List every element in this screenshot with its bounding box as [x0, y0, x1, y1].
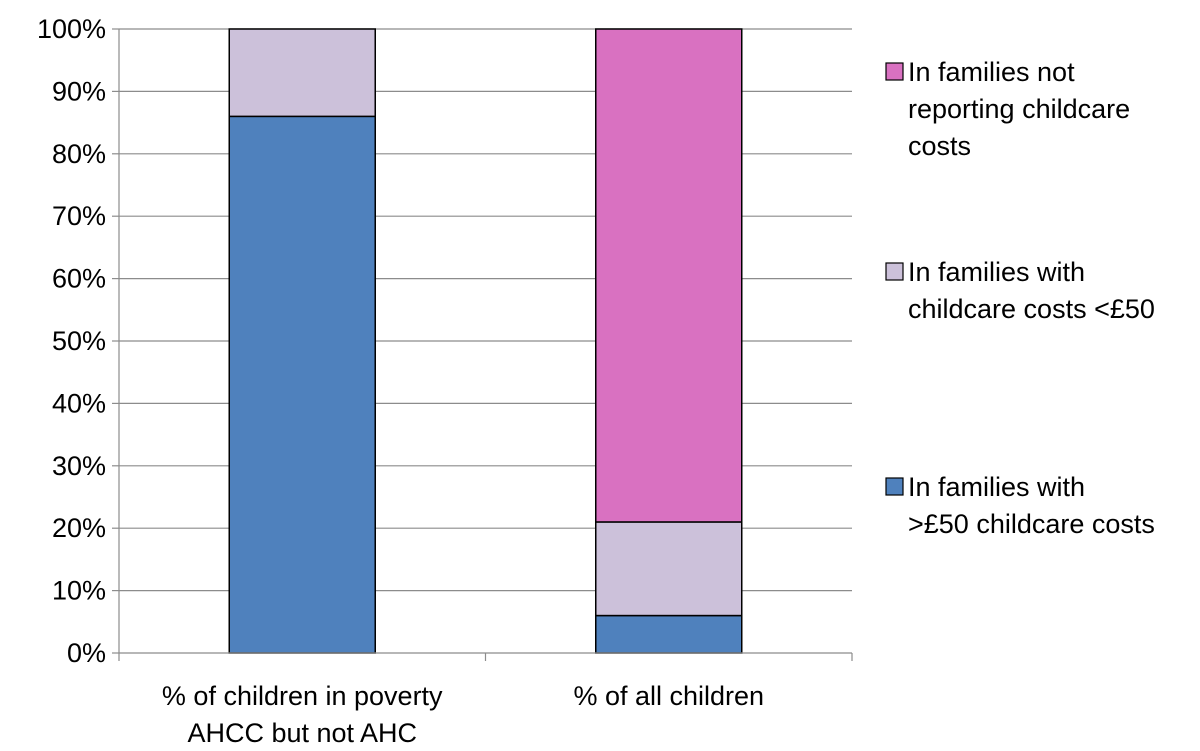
y-tick-label: 100% — [37, 14, 106, 44]
legend-item: In families not reporting childcare costs — [885, 57, 1130, 161]
legend-label: >£50 childcare costs — [908, 509, 1155, 539]
legend-item: In families with >£50 childcare costs — [885, 472, 1155, 539]
legend-label: childcare costs <£50 — [908, 294, 1155, 324]
legend-swatch — [885, 62, 904, 81]
y-tick-label: 0% — [67, 638, 106, 668]
y-tick-label: 70% — [52, 201, 106, 231]
bar-segment — [595, 28, 743, 523]
x-tick-label: % of children in poverty — [162, 681, 443, 711]
bar-segment — [595, 521, 743, 617]
y-tick-label: 90% — [52, 76, 106, 106]
y-tick-label: 20% — [52, 513, 106, 543]
x-tick-label: % of all children — [573, 681, 764, 711]
y-tick-label: 10% — [52, 576, 106, 606]
y-axis-ticks: 0% 10% 20% 30% 40% 50% 60% 70% 80% 90% 100% — [37, 14, 119, 668]
y-tick-label: 30% — [52, 451, 106, 481]
x-axis-ticks: % of children in poverty AHCC but not AHC… — [162, 681, 764, 748]
legend-label: In families not — [908, 57, 1075, 87]
legend-label: costs — [908, 131, 971, 161]
y-tick-label: 80% — [52, 139, 106, 169]
bar-segment — [228, 115, 376, 654]
legend-swatch — [885, 262, 904, 281]
y-tick-label: 60% — [52, 264, 106, 294]
legend-label: In families with — [908, 472, 1085, 502]
bar-segment — [595, 614, 743, 654]
bar-segment — [228, 28, 376, 118]
legend-label: In families with — [908, 257, 1085, 287]
legend-swatch — [885, 477, 904, 496]
legend-label: reporting childcare — [908, 94, 1130, 124]
x-tick-label: AHCC but not AHC — [187, 718, 417, 748]
y-tick-label: 50% — [52, 326, 106, 356]
y-tick-label: 40% — [52, 388, 106, 418]
legend-item: In families with childcare costs <£50 — [885, 257, 1155, 324]
